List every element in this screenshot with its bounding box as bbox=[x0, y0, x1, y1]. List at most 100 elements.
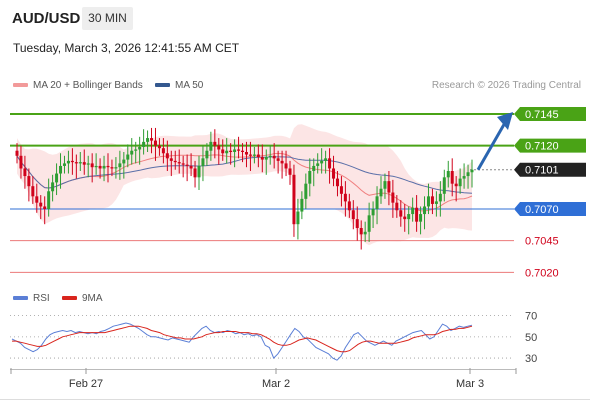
legend-bollinger: MA 20 + Bollinger Bands bbox=[13, 80, 143, 91]
level-label-0.7070: 0.7070 bbox=[525, 204, 559, 216]
rsi-level-label: 30 bbox=[525, 353, 537, 365]
candle-body bbox=[15, 150, 19, 156]
symbol-title: AUD/USD bbox=[12, 10, 81, 27]
candle-body bbox=[288, 168, 292, 175]
candle-body bbox=[462, 176, 466, 179]
legend-rsi-label: RSI bbox=[33, 293, 50, 304]
candle-body bbox=[169, 158, 173, 161]
candle-body bbox=[161, 148, 165, 154]
candle-body bbox=[252, 154, 256, 156]
candle-body bbox=[450, 171, 454, 184]
candle-body bbox=[383, 181, 387, 189]
candle-body bbox=[438, 193, 442, 202]
candle-body bbox=[237, 149, 241, 151]
candle-body bbox=[339, 186, 343, 194]
candle-body bbox=[153, 140, 157, 146]
candle-body bbox=[39, 202, 43, 207]
candle-body bbox=[189, 165, 193, 169]
candle-body bbox=[106, 165, 110, 168]
candle-body bbox=[304, 183, 308, 199]
candle-body bbox=[328, 158, 332, 169]
level-label-0.7101: 0.7101 bbox=[525, 165, 559, 177]
candle-body bbox=[62, 163, 66, 166]
level-tag-0.7145 bbox=[514, 107, 586, 121]
level-label-0.7045: 0.7045 bbox=[525, 236, 559, 248]
candle-body bbox=[35, 196, 39, 203]
candle-body bbox=[23, 168, 27, 177]
candle-body bbox=[197, 165, 201, 178]
candle-body bbox=[150, 138, 154, 141]
candle-body bbox=[55, 173, 59, 183]
candle-body bbox=[27, 176, 31, 187]
candle-body bbox=[359, 228, 363, 235]
ma50-line bbox=[16, 155, 473, 194]
candle-body bbox=[458, 178, 462, 187]
candle-body bbox=[343, 193, 347, 202]
candle-body bbox=[363, 231, 367, 235]
candle-body bbox=[423, 206, 427, 215]
candle-body bbox=[375, 196, 379, 209]
candle-body bbox=[225, 150, 229, 154]
candle-body bbox=[19, 155, 23, 169]
level-tag-0.7070 bbox=[514, 202, 586, 216]
candle-body bbox=[217, 145, 221, 150]
forecast-arrow bbox=[476, 120, 508, 171]
candle-body bbox=[74, 162, 78, 164]
candle-body bbox=[157, 145, 161, 149]
candle-body bbox=[280, 160, 284, 164]
candle-body bbox=[316, 163, 320, 166]
candle-body bbox=[332, 168, 336, 179]
candle-body bbox=[177, 162, 181, 164]
candle-body bbox=[114, 167, 118, 169]
candle-body bbox=[284, 163, 288, 169]
candle-body bbox=[256, 154, 260, 158]
candle-body bbox=[454, 183, 458, 187]
candle-body bbox=[260, 157, 264, 160]
x-tick-label: Mar 2 bbox=[262, 378, 290, 390]
candle-body bbox=[146, 138, 150, 142]
legend-rsi: RSI bbox=[13, 293, 50, 304]
candle-body bbox=[110, 167, 114, 169]
candle-body bbox=[43, 206, 47, 209]
candle-body bbox=[82, 162, 86, 165]
candle-body bbox=[312, 165, 316, 171]
candle-body bbox=[272, 155, 276, 159]
candle-body bbox=[126, 154, 130, 160]
candle-body bbox=[387, 181, 391, 193]
candle-body bbox=[407, 214, 411, 220]
candle-body bbox=[411, 207, 415, 215]
rsi-ma-line bbox=[12, 325, 473, 353]
candle-body bbox=[276, 158, 280, 161]
x-tick-label: Mar 3 bbox=[456, 378, 484, 390]
candle-body bbox=[90, 163, 94, 168]
candle-body bbox=[185, 164, 189, 166]
candle-body bbox=[442, 177, 446, 194]
timeframe-button[interactable]: 30 MIN bbox=[82, 7, 133, 30]
ma50-swatch bbox=[155, 83, 170, 88]
rsi-swatch bbox=[13, 296, 28, 301]
candle-body bbox=[142, 141, 146, 147]
candle-body bbox=[134, 149, 138, 151]
candle-body bbox=[165, 153, 169, 159]
candle-body bbox=[430, 196, 434, 204]
level-label-0.7145: 0.7145 bbox=[525, 109, 559, 121]
candle-body bbox=[241, 150, 245, 152]
chart-header: AUD/USD 30 MIN bbox=[0, 0, 590, 36]
level-tag-0.7101 bbox=[514, 162, 586, 177]
candle-body bbox=[51, 182, 55, 192]
candle-body bbox=[221, 149, 225, 154]
candle-body bbox=[347, 201, 351, 211]
candle-body bbox=[399, 210, 403, 217]
candle-body bbox=[415, 207, 419, 222]
candle-body bbox=[47, 191, 51, 209]
level-label-0.7020: 0.7020 bbox=[525, 267, 559, 279]
candle-body bbox=[201, 158, 205, 166]
candle-body bbox=[371, 209, 375, 216]
candle-body bbox=[324, 158, 328, 161]
candle-body bbox=[181, 163, 185, 165]
candle-body bbox=[213, 141, 217, 146]
candle-body bbox=[31, 186, 35, 197]
candle-body bbox=[335, 178, 339, 187]
candle-body bbox=[296, 211, 300, 225]
